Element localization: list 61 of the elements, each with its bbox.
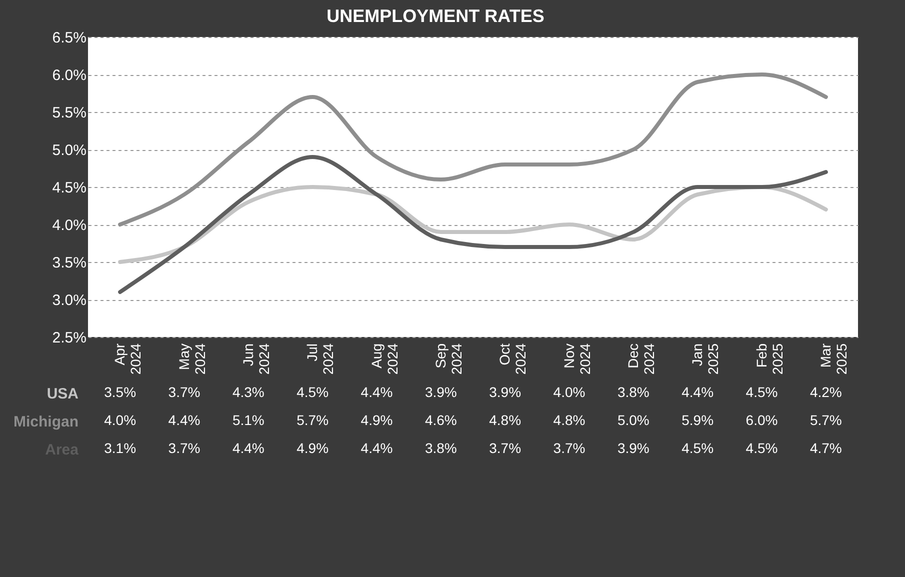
x-tick-label: Mar 2025	[817, 343, 850, 375]
text: 5.9%	[682, 412, 714, 428]
x-tick-label: Nov 2024	[560, 343, 593, 375]
text: 4.4%	[232, 440, 264, 456]
y-tick-label: 2.5%	[52, 330, 86, 346]
text: 4.5%	[682, 440, 714, 456]
text: 3.7%	[168, 384, 200, 400]
text: 4.9%	[360, 412, 393, 428]
x-tick-label: Jan 2025	[689, 343, 722, 375]
y-tick-label: 5.5%	[52, 104, 86, 122]
text: 3.7%	[168, 440, 200, 456]
text: USA	[46, 386, 79, 402]
text: 4.6%	[424, 412, 457, 428]
text: 4.8%	[553, 412, 586, 428]
text: 3.9%	[424, 384, 457, 400]
x-tick-label: Oct 2024	[496, 343, 529, 375]
text: 4.5%	[296, 384, 329, 400]
text: 5.0%	[617, 412, 650, 428]
text: 3.5%	[104, 384, 136, 400]
text: 4.3%	[232, 384, 264, 400]
y-tick-label: 6.0%	[52, 67, 86, 84]
text: 4.4%	[682, 384, 714, 400]
x-tick-label: Jun 2024	[240, 343, 272, 375]
text: 4.7%	[810, 440, 842, 456]
text: 4.5%	[746, 384, 778, 400]
text: 4.8%	[489, 412, 522, 428]
x-tick-label: Apr 2024	[112, 343, 144, 375]
text: 4.0%	[553, 384, 586, 400]
text: 4.9%	[296, 440, 329, 456]
y-tick-label: 3.0%	[52, 292, 86, 309]
x-tick-label: Dec 2024	[624, 343, 657, 375]
text: 4.4%	[168, 412, 200, 428]
chart-title: UNEMPLOYMENT RATES	[326, 6, 544, 26]
text: 3.7%	[489, 440, 522, 456]
line-series	[118, 155, 828, 294]
y-tick-label: 4.5%	[52, 180, 86, 196]
text: 5.7%	[810, 412, 842, 428]
x-tick-label: Sep 2024	[432, 343, 464, 375]
text: 3.1%	[104, 440, 136, 456]
text: 3.9%	[489, 384, 522, 400]
text: 4.2%	[810, 384, 842, 400]
x-tick-label: Jul 2024	[304, 343, 336, 375]
x-tick-label: Feb 2025	[753, 343, 786, 375]
y-tick-label: 3.5%	[52, 254, 86, 272]
text: 3.8%	[424, 440, 457, 456]
x-tick-label: Aug 2024	[368, 343, 400, 375]
text: 4.4%	[360, 440, 393, 456]
text: 4.5%	[746, 440, 778, 456]
text: 3.7%	[553, 440, 586, 456]
text: 4.0%	[104, 412, 136, 428]
text: 5.7%	[296, 412, 329, 428]
y-tick-label: 6.5%	[52, 30, 86, 46]
text: 3.8%	[617, 384, 650, 400]
text: 6.0%	[746, 412, 778, 428]
y-tick-label: 4.0%	[52, 217, 86, 234]
y-tick-label: 5.0%	[52, 142, 86, 159]
text: 5.1%	[232, 412, 264, 428]
x-tick-label: May 2024	[176, 343, 208, 375]
text: Michigan	[13, 414, 78, 430]
text: 4.4%	[360, 384, 393, 400]
text: 3.9%	[617, 440, 650, 456]
